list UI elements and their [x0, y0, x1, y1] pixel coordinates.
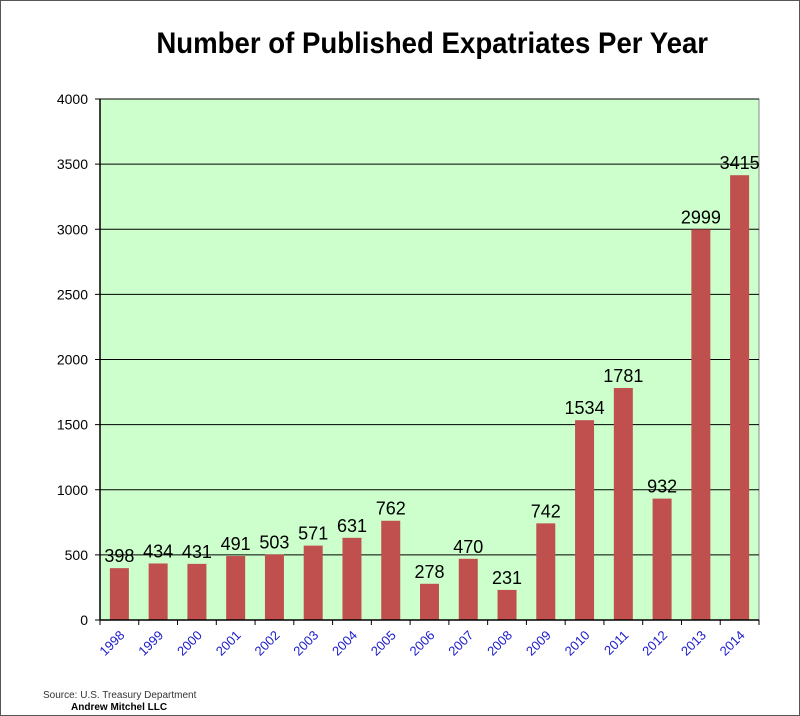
- x-tick-label: 2011: [601, 628, 631, 658]
- data-label: 431: [182, 542, 212, 562]
- data-label: 2999: [681, 207, 721, 227]
- bar: [730, 175, 750, 621]
- bar: [497, 589, 517, 620]
- x-tick-label: 1999: [135, 628, 166, 659]
- y-tick-label: 3500: [57, 156, 88, 172]
- data-label: 932: [647, 477, 677, 497]
- bar: [148, 563, 168, 620]
- y-tick-label: 2000: [57, 352, 88, 368]
- bar: [458, 558, 478, 620]
- bar: [613, 388, 633, 620]
- x-tick-label: 2008: [484, 628, 515, 659]
- source-note: Source: U.S. Treasury Department: [43, 690, 197, 701]
- data-label: 470: [453, 537, 483, 557]
- x-tick-label: 2001: [213, 628, 244, 659]
- y-tick-label: 2500: [57, 286, 88, 302]
- data-label: 503: [259, 532, 289, 552]
- bar: [575, 420, 595, 620]
- x-tick-label: 2009: [523, 628, 554, 659]
- bar: [691, 229, 711, 620]
- x-tick-label: 2005: [368, 628, 399, 659]
- bar: [536, 523, 556, 620]
- data-label: 1534: [565, 398, 605, 418]
- data-label: 631: [337, 516, 367, 536]
- x-tick-label: 2006: [407, 628, 438, 659]
- data-label: 491: [221, 534, 251, 554]
- x-tick-label: 1998: [96, 628, 127, 659]
- data-label: 231: [492, 568, 522, 588]
- x-tick-label: 2014: [717, 628, 748, 659]
- x-tick-label: 2002: [252, 628, 283, 659]
- y-tick-label: 500: [65, 547, 89, 563]
- bar: [303, 545, 323, 620]
- bar: [652, 498, 672, 620]
- x-tick-label: 2013: [678, 628, 709, 659]
- bar: [187, 563, 207, 620]
- chart-title: Number of Published Expatriates Per Year: [156, 27, 709, 60]
- data-label: 3415: [720, 153, 760, 173]
- y-tick-label: 4000: [57, 91, 88, 107]
- y-tick-label: 1500: [57, 417, 88, 433]
- x-tick-label: 2004: [329, 628, 360, 659]
- bar: [109, 568, 129, 620]
- data-label: 762: [376, 499, 406, 519]
- data-label: 742: [531, 501, 561, 521]
- data-label: 571: [298, 524, 328, 544]
- data-label: 434: [143, 541, 173, 561]
- bar: [226, 556, 246, 620]
- x-tick-label: 2012: [639, 628, 670, 659]
- author-note: Andrew Mitchel LLC: [71, 702, 168, 713]
- x-tick-label: 2010: [562, 628, 593, 659]
- bar: [381, 520, 401, 620]
- x-tick-label: 2007: [445, 628, 476, 659]
- bar: [342, 537, 362, 620]
- data-label: 398: [104, 546, 134, 566]
- data-label: 1781: [603, 366, 643, 386]
- data-label: 278: [414, 562, 444, 582]
- x-tick-label: 2000: [174, 628, 205, 659]
- y-tick-label: 3000: [57, 221, 88, 237]
- bar: [420, 583, 439, 620]
- bar: [264, 554, 284, 620]
- y-tick-label: 1000: [57, 482, 88, 498]
- x-tick-label: 2003: [290, 628, 321, 659]
- y-tick-label: 0: [80, 612, 88, 628]
